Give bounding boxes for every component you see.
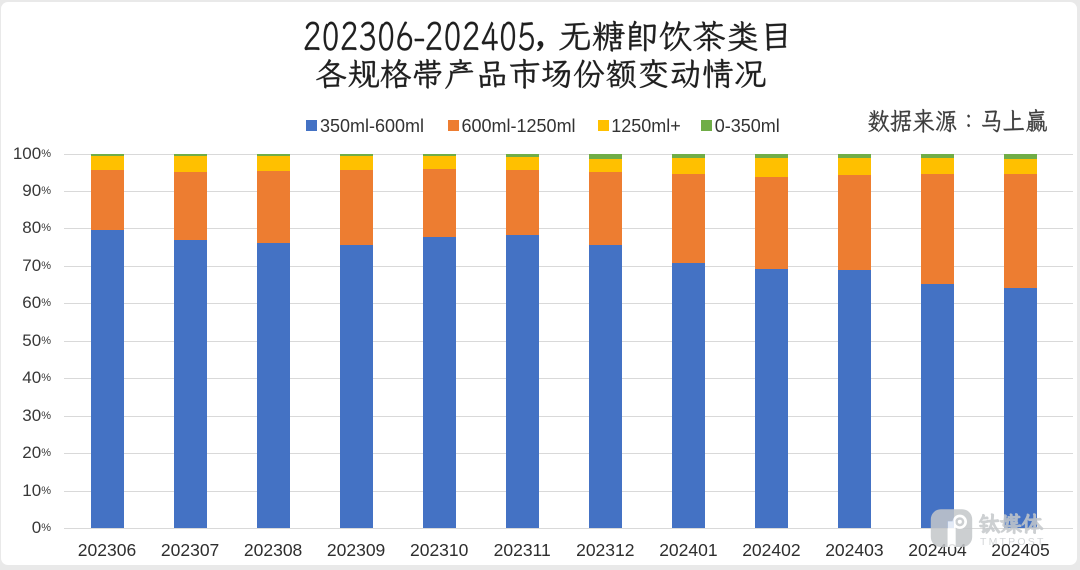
svg-text:TMTPOST: TMTPOST xyxy=(980,536,1046,548)
